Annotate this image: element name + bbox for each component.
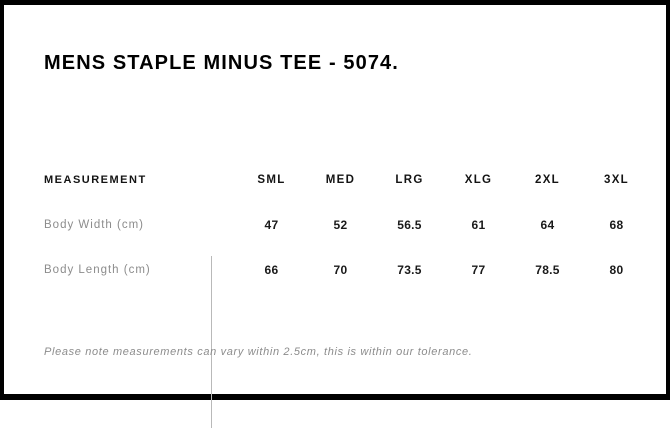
- column-header-3xl: 3XL: [604, 174, 629, 186]
- page-title: MENS STAPLE MINUS TEE - 5074.: [44, 52, 399, 74]
- size-chart-content: MENS STAPLE MINUS TEE - 5074. MEASUREMEN…: [4, 5, 666, 428]
- cell-body-width-lrg: 56.5: [397, 218, 422, 232]
- column-header-lrg: LRG: [395, 174, 424, 186]
- tolerance-note: Please note measurements can vary within…: [44, 346, 473, 358]
- row-label-body-length: Body Length (cm): [44, 264, 151, 276]
- table-header-row: MEASUREMENT SML MED LRG XLG 2XL 3XL: [4, 170, 666, 190]
- cell-body-length-med: 70: [333, 263, 348, 277]
- table-row: Body Length (cm) 66 70 73.5 77 78.5 80: [4, 260, 666, 280]
- cell-body-width-sml: 47: [264, 218, 279, 232]
- row-values-body-length: 66 70 73.5 77 78.5 80: [237, 263, 666, 277]
- column-header-xlg: XLG: [464, 174, 493, 186]
- cell-body-length-3xl: 80: [609, 263, 624, 277]
- column-divider: [211, 256, 212, 428]
- column-header-measurement: MEASUREMENT: [44, 174, 147, 186]
- cell-body-length-lrg: 73.5: [397, 263, 422, 277]
- column-header-med: MED: [325, 174, 356, 186]
- column-header-2xl: 2XL: [535, 174, 560, 186]
- cell-body-length-xlg: 77: [471, 263, 486, 277]
- column-header-sml: SML: [257, 174, 286, 186]
- cell-body-width-xlg: 61: [471, 218, 486, 232]
- row-label-body-width: Body Width (cm): [44, 219, 144, 231]
- cell-body-length-sml: 66: [264, 263, 279, 277]
- cell-body-width-3xl: 68: [609, 218, 624, 232]
- cell-body-width-2xl: 64: [540, 218, 555, 232]
- cell-body-length-2xl: 78.5: [535, 263, 560, 277]
- size-column-headers: SML MED LRG XLG 2XL 3XL: [237, 174, 666, 186]
- table-row: Body Width (cm) 47 52 56.5 61 64 68: [4, 215, 666, 235]
- row-values-body-width: 47 52 56.5 61 64 68: [237, 218, 666, 232]
- cell-body-width-med: 52: [333, 218, 348, 232]
